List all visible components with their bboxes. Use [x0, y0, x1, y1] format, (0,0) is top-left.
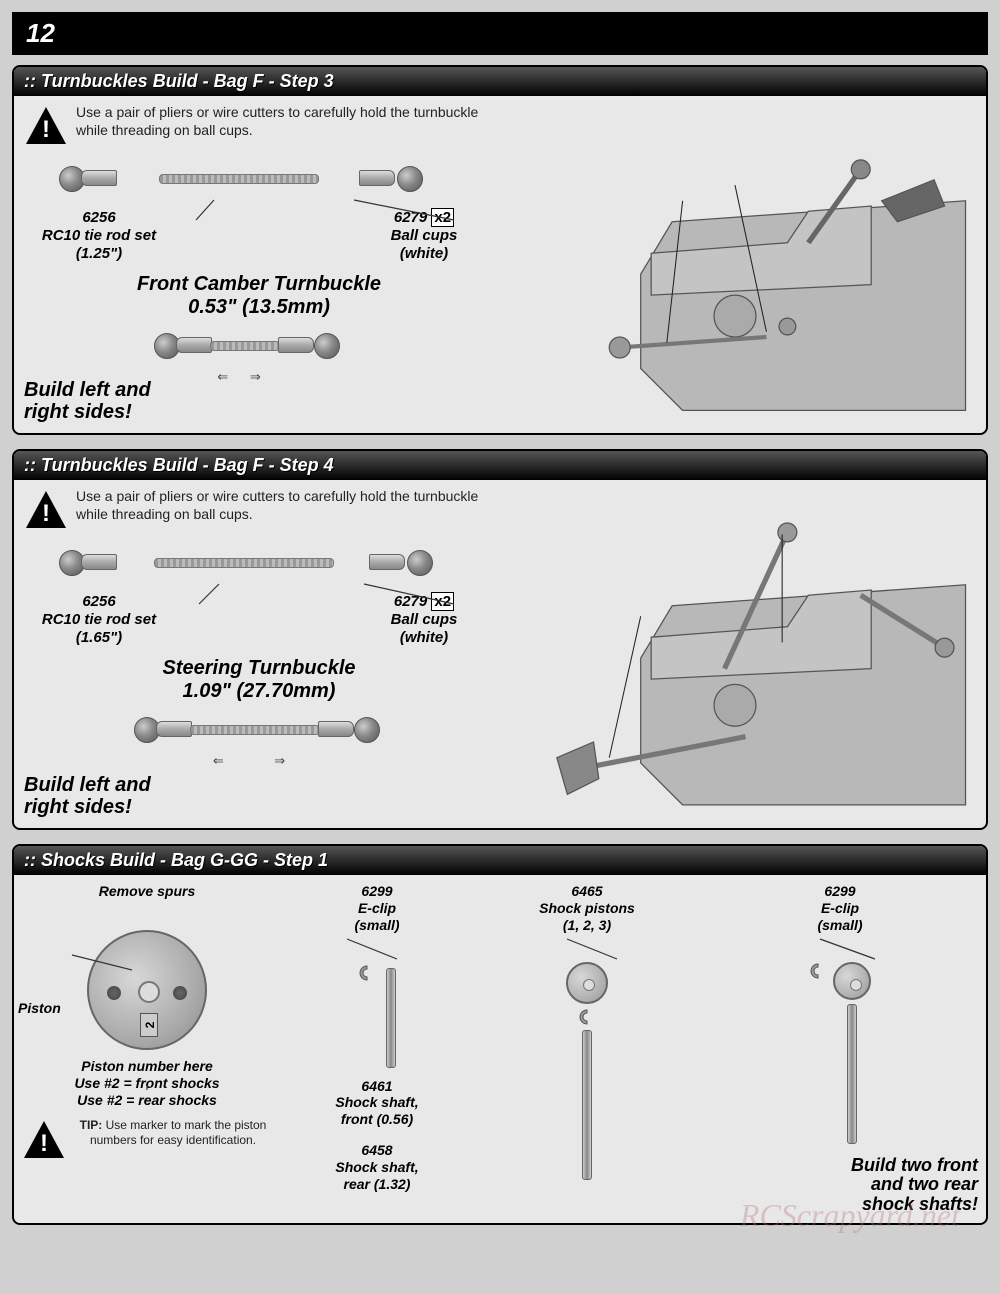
shock-shaft — [847, 1004, 857, 1144]
turnbuckle-assembled — [134, 709, 434, 749]
svg-text:!: ! — [40, 1130, 48, 1157]
svg-text:!: ! — [42, 500, 50, 527]
shaft-front-label: 6461 Shock shaft, front (0.56) — [282, 1078, 472, 1128]
panel-step4: :: Turnbuckles Build - Bag F - Step 4 ! … — [12, 449, 988, 830]
shaft-rear-label: 6458 Shock shaft, rear (1.32) — [282, 1142, 472, 1192]
assembly-illustration — [494, 104, 976, 423]
panel-step4-title: :: Turnbuckles Build - Bag F - Step 4 — [14, 451, 986, 480]
shock-shaft-rear — [582, 1030, 592, 1180]
turnbuckle-assembled — [154, 325, 384, 365]
eclip-icon — [358, 964, 376, 982]
panel-shocks-title: :: Shocks Build - Bag G-GG - Step 1 — [14, 846, 986, 875]
pistons-label: 6465 Shock pistons (1, 2, 3) — [482, 883, 692, 933]
warning-icon: ! — [24, 104, 68, 148]
tip-text: Use a pair of pliers or wire cutters to … — [76, 104, 494, 139]
piston-label: Piston — [18, 1000, 61, 1017]
eclip-icon — [809, 962, 827, 980]
subtitle: Steering Turnbuckle 1.09" (27.70mm) — [24, 657, 494, 703]
eclip-icon — [578, 1008, 596, 1026]
build-note: Build left and right sides! — [24, 379, 151, 423]
eclip2-label: 6299 E-clip (small) — [702, 883, 978, 933]
turnbuckle-exploded — [49, 158, 469, 198]
panel-step3-title: :: Turnbuckles Build - Bag F - Step 3 — [14, 67, 986, 96]
warning-icon: ! — [22, 1118, 66, 1162]
tip-text: TIP: Use marker to mark the piston numbe… — [74, 1118, 272, 1148]
subtitle: Front Camber Turnbuckle 0.53" (13.5mm) — [24, 273, 494, 319]
shock-shaft-front — [386, 968, 396, 1068]
measure-arrows: ⇐ ⇒ — [164, 753, 334, 769]
build-note: Build two front and two rear shock shaft… — [702, 1156, 978, 1215]
panel-step3: :: Turnbuckles Build - Bag F - Step 3 ! … — [12, 65, 988, 435]
assembly-illustration — [494, 488, 976, 818]
panel-shocks: :: Shocks Build - Bag G-GG - Step 1 Remo… — [12, 844, 988, 1225]
build-note: Build left and right sides! — [24, 774, 151, 818]
measure-arrows: ⇐ ⇒ — [174, 369, 304, 385]
remove-spurs-label: Remove spurs — [22, 883, 272, 900]
small-piston — [566, 962, 608, 1004]
warning-icon: ! — [24, 488, 68, 532]
small-piston — [833, 962, 871, 1000]
page-number: 12 — [12, 12, 988, 55]
eclip-label: 6299 E-clip (small) — [282, 883, 472, 933]
tip-text: Use a pair of pliers or wire cutters to … — [76, 488, 494, 523]
turnbuckle-exploded — [49, 542, 469, 582]
svg-text:!: ! — [42, 116, 50, 143]
